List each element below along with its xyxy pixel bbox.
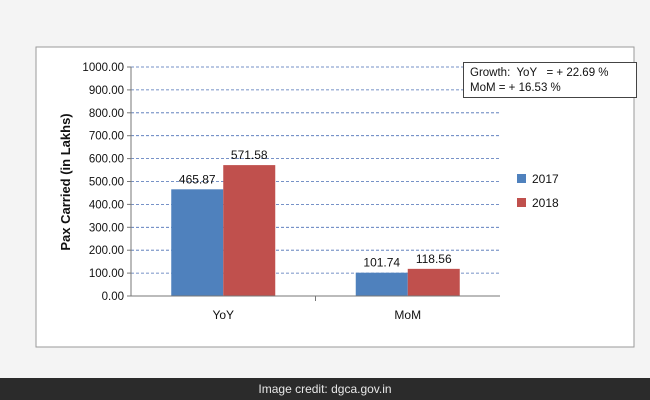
bar-2018-YoY: [223, 165, 276, 296]
category-label: YoY: [212, 308, 234, 322]
y-tick-label: 600.00: [89, 154, 124, 166]
bar-2018-MoM: [407, 268, 460, 296]
data-label: 118.56: [416, 252, 452, 266]
x-category-labels: YoY MoM: [212, 308, 421, 322]
data-label: 571.58: [231, 148, 268, 162]
bar-2017-MoM: [355, 272, 408, 296]
legend: 2017 2018: [517, 172, 559, 210]
legend-label: 2018: [532, 196, 559, 210]
data-labels: 465.87 571.58 101.74 118.56: [179, 148, 452, 270]
bar-2017-YoY: [171, 189, 224, 296]
chart-panel: 0.00 100.00 200.00 300.00 400.00 500.00 600.00…: [0, 0, 650, 378]
category-label: MoM: [394, 308, 421, 322]
data-label: 101.74: [363, 256, 400, 270]
y-tick-label: 1000.00: [82, 62, 124, 74]
data-label: 465.87: [179, 172, 216, 186]
y-tick-label: 800.00: [89, 108, 124, 120]
legend-swatch-2017: [517, 174, 526, 183]
y-tick-label: 300.00: [89, 222, 124, 234]
y-tick-label: 200.00: [89, 245, 124, 257]
y-tick-label: 900.00: [89, 85, 124, 97]
image-credit-bar: Image credit: dgca.gov.in: [0, 378, 650, 400]
y-tick-label: 400.00: [89, 199, 124, 211]
y-tick-label: 700.00: [89, 131, 124, 143]
growth-line-2: MoM = + 16.53 %: [470, 82, 561, 94]
legend-swatch-2018: [517, 198, 526, 207]
image-credit-text: Image credit: dgca.gov.in: [258, 382, 392, 396]
growth-annotation: Growth: YoY = + 22.69 % MoM = + 16.53 %: [463, 62, 637, 98]
bars: [171, 165, 460, 296]
y-tick-label: 0.00: [102, 291, 124, 303]
y-axis-label: Pax Carried (in Lakhs): [58, 113, 73, 250]
bar-chart: 0.00 100.00 200.00 300.00 400.00 500.00 600.00…: [35, 46, 635, 348]
legend-label: 2017: [532, 172, 559, 186]
y-tick-label: 100.00: [89, 268, 124, 280]
growth-line-1: Growth: YoY = + 22.69 %: [470, 67, 609, 79]
axes: [130, 67, 500, 297]
y-tick-labels: 0.00 100.00 200.00 300.00 400.00 500.00 600.00…: [82, 62, 124, 303]
y-tick-label: 500.00: [89, 177, 124, 189]
